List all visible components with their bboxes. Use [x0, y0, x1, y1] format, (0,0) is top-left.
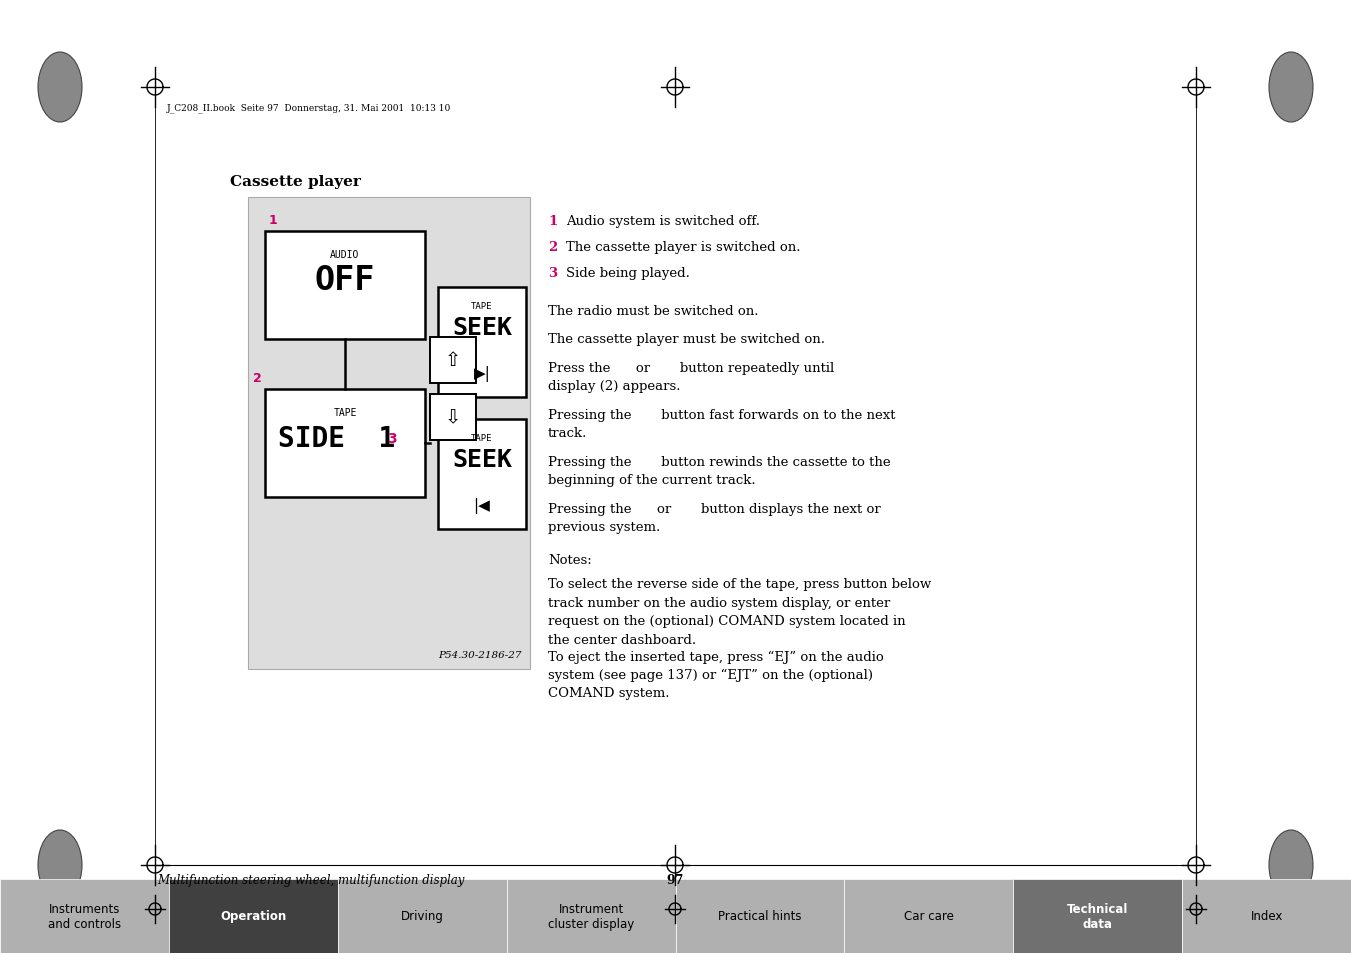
- Text: SIDE  1: SIDE 1: [278, 424, 396, 453]
- Bar: [169, 879, 338, 953]
- Bar: [1013, 879, 1182, 953]
- Text: display (2) appears.: display (2) appears.: [549, 380, 681, 393]
- Text: Side being played.: Side being played.: [566, 267, 690, 280]
- Text: track.: track.: [549, 427, 588, 440]
- Text: Cassette player: Cassette player: [230, 174, 361, 189]
- Text: COMAND system.: COMAND system.: [549, 687, 670, 700]
- Text: Press the      or       button repeatedly until: Press the or button repeatedly until: [549, 361, 835, 375]
- Text: The radio must be switched on.: The radio must be switched on.: [549, 305, 758, 317]
- Text: 3: 3: [386, 432, 397, 446]
- Text: the center dashboard.: the center dashboard.: [549, 634, 696, 646]
- Bar: [676, 879, 844, 953]
- Text: TAPE: TAPE: [471, 302, 493, 311]
- Text: Instrument
cluster display: Instrument cluster display: [549, 902, 634, 930]
- Text: TAPE: TAPE: [471, 434, 493, 442]
- Bar: [265, 232, 426, 339]
- Text: Audio system is switched off.: Audio system is switched off.: [566, 214, 761, 228]
- Text: 97: 97: [666, 873, 684, 886]
- Text: previous system.: previous system.: [549, 521, 661, 534]
- Text: Pressing the       button rewinds the cassette to the: Pressing the button rewinds the cassette…: [549, 456, 890, 469]
- Text: AUDIO: AUDIO: [330, 250, 359, 260]
- Text: ⇧: ⇧: [444, 351, 461, 370]
- Ellipse shape: [1269, 830, 1313, 900]
- Ellipse shape: [1269, 53, 1313, 123]
- Text: 2: 2: [253, 372, 262, 385]
- Bar: [430, 395, 476, 440]
- Bar: [507, 879, 676, 953]
- Text: Operation: Operation: [220, 909, 286, 923]
- Text: Pressing the       button fast forwards on to the next: Pressing the button fast forwards on to …: [549, 409, 896, 421]
- Text: 3: 3: [549, 267, 557, 280]
- Bar: [265, 390, 426, 497]
- Bar: [249, 198, 530, 669]
- Text: ⇩: ⇩: [444, 408, 461, 427]
- Text: SEEK: SEEK: [453, 448, 512, 472]
- Text: The cassette player must be switched on.: The cassette player must be switched on.: [549, 334, 825, 346]
- Text: 1: 1: [549, 214, 557, 228]
- Text: Multifunction steering wheel, multifunction display: Multifunction steering wheel, multifunct…: [157, 873, 465, 886]
- Text: Practical hints: Practical hints: [719, 909, 801, 923]
- Text: |◀: |◀: [474, 497, 490, 514]
- Text: To select the reverse side of the tape, press button below: To select the reverse side of the tape, …: [549, 578, 931, 591]
- Text: SEEK: SEEK: [453, 315, 512, 339]
- Bar: [0, 879, 169, 953]
- Text: To eject the inserted tape, press “EJ” on the audio: To eject the inserted tape, press “EJ” o…: [549, 650, 884, 663]
- Text: Technical
data: Technical data: [1067, 902, 1128, 930]
- Text: track number on the audio system display, or enter: track number on the audio system display…: [549, 597, 890, 609]
- Bar: [338, 879, 507, 953]
- Text: OFF: OFF: [315, 264, 376, 296]
- Text: system (see page 137) or “EJT” on the (optional): system (see page 137) or “EJT” on the (o…: [549, 668, 873, 681]
- Text: 1: 1: [269, 213, 278, 227]
- Text: P54.30-2186-27: P54.30-2186-27: [439, 650, 521, 659]
- Text: Instruments
and controls: Instruments and controls: [47, 902, 122, 930]
- Text: Index: Index: [1251, 909, 1282, 923]
- Text: Pressing the      or       button displays the next or: Pressing the or button displays the next…: [549, 502, 881, 516]
- Text: 2: 2: [549, 241, 557, 253]
- Bar: [844, 879, 1013, 953]
- Text: Notes:: Notes:: [549, 554, 592, 566]
- Text: Driving: Driving: [401, 909, 443, 923]
- Ellipse shape: [38, 53, 82, 123]
- Text: TAPE: TAPE: [334, 408, 357, 417]
- Text: request on the (optional) COMAND system located in: request on the (optional) COMAND system …: [549, 615, 905, 628]
- Ellipse shape: [38, 830, 82, 900]
- Bar: [438, 288, 526, 397]
- Bar: [430, 337, 476, 384]
- Text: ▶|: ▶|: [474, 366, 490, 381]
- Bar: [1182, 879, 1351, 953]
- Text: Car care: Car care: [904, 909, 954, 923]
- Text: J_C208_II.book  Seite 97  Donnerstag, 31. Mai 2001  10:13 10: J_C208_II.book Seite 97 Donnerstag, 31. …: [168, 103, 451, 112]
- Text: The cassette player is switched on.: The cassette player is switched on.: [566, 241, 801, 253]
- Text: beginning of the current track.: beginning of the current track.: [549, 474, 755, 487]
- Bar: [438, 419, 526, 530]
